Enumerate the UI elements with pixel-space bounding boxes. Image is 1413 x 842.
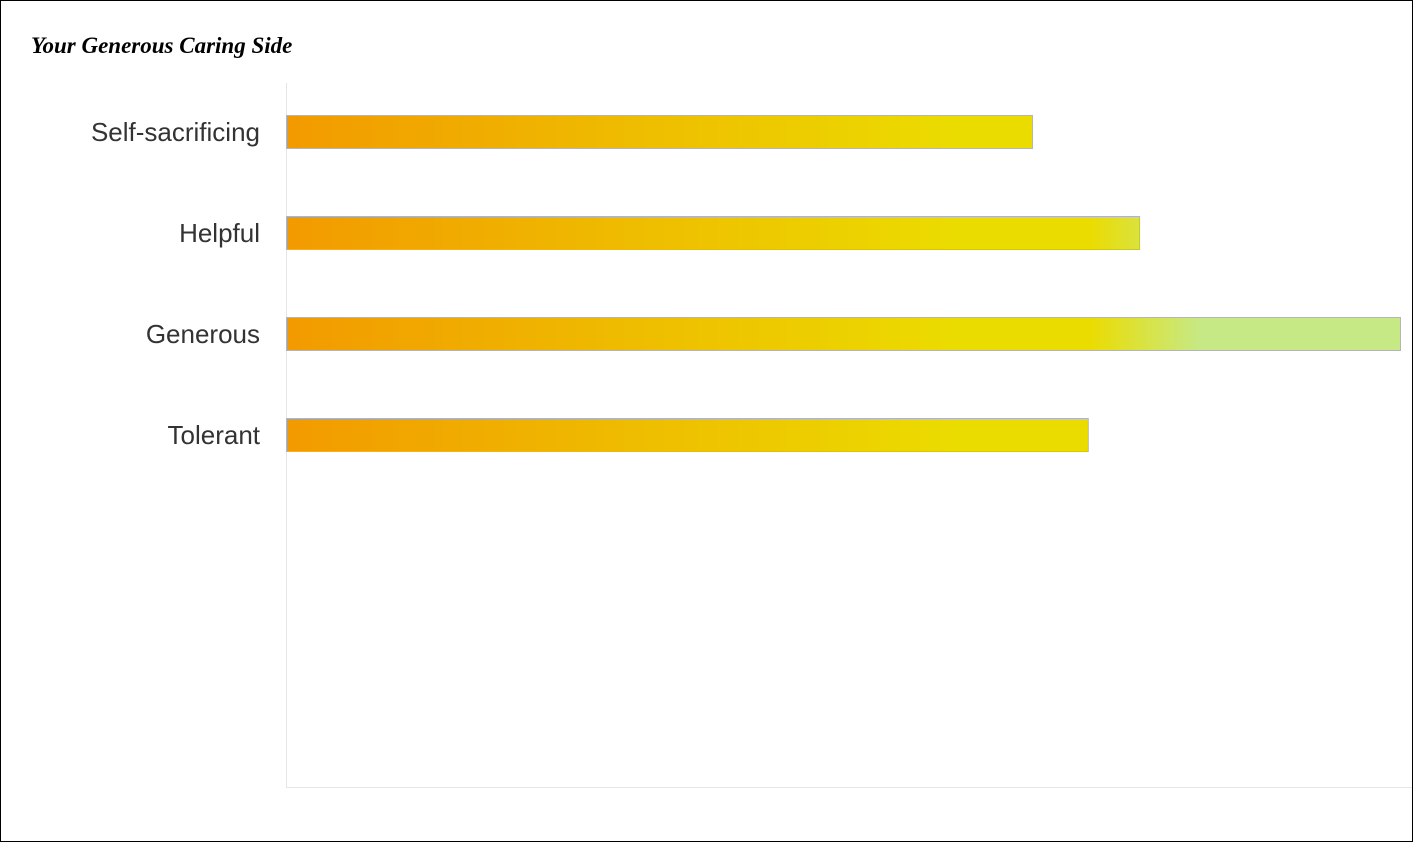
bar-chart: Self-sacrificing Helpful Generous Tolerant <box>91 83 1412 788</box>
bar-helpful <box>286 216 1141 250</box>
bar-self-sacrificing <box>286 115 1034 149</box>
category-label-generous: Generous <box>146 319 260 349</box>
bar-generous <box>286 317 1401 351</box>
category-label-tolerant: Tolerant <box>168 420 261 450</box>
category-labels: Self-sacrificing Helpful Generous Tolerant <box>91 117 261 450</box>
category-label-self-sacrificing: Self-sacrificing <box>91 117 260 147</box>
bars <box>286 115 1401 452</box>
category-label-helpful: Helpful <box>179 218 260 248</box>
chart-title: Your Generous Caring Side <box>31 33 293 58</box>
bar-tolerant <box>286 418 1089 452</box>
